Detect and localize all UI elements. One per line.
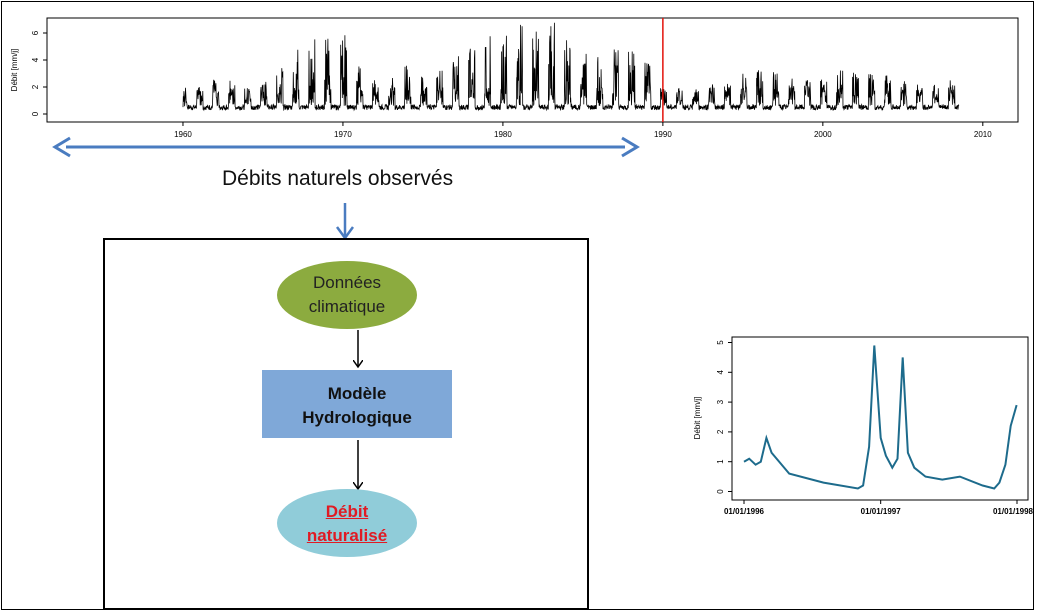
model-flow-box <box>103 238 589 610</box>
zoom-chart-ylabel: Débit [mm/j] <box>693 397 702 440</box>
hydrological-model-line1: Modèle <box>327 384 387 403</box>
zoom-y-tick-label: 0 <box>716 489 725 494</box>
top-chart-series-line <box>182 22 960 112</box>
top-chart-y-axis: 0 2 4 6 <box>31 30 47 116</box>
naturalized-flow-line2: naturalisé <box>306 526 388 545</box>
zoom-y-tick-label: 5 <box>716 340 725 345</box>
hydrological-model-label: Modèle Hydrologique <box>262 382 452 430</box>
zoom-y-tick-label: 3 <box>716 399 725 404</box>
zoom-x-tick-label: 01/01/1998 <box>993 507 1034 516</box>
top-y-tick-label: 4 <box>31 57 40 62</box>
top-y-tick-label: 6 <box>31 30 40 35</box>
hydrological-model-node <box>262 370 452 438</box>
naturalized-flow-label: Débit naturalisé <box>277 500 417 548</box>
zoom-y-tick-label: 2 <box>716 429 725 434</box>
top-chart-x-axis: 1960 1970 1980 1990 2000 2010 <box>174 122 992 139</box>
climate-data-line2: climatique <box>308 297 386 316</box>
zoom-y-tick-label: 1 <box>716 459 725 464</box>
top-y-tick-label: 0 <box>31 111 40 116</box>
zoom-chart-y-axis: 0 1 2 3 4 5 <box>716 340 732 494</box>
top-x-tick-label: 1980 <box>494 130 512 139</box>
top-x-tick-label: 1960 <box>174 130 192 139</box>
naturalized-flow-line1: Débit <box>325 502 369 521</box>
zoom-x-tick-label: 01/01/1997 <box>861 507 902 516</box>
down-arrow <box>335 203 355 241</box>
top-chart-ylabel: Débit [mm/j] <box>10 49 19 92</box>
top-x-tick-label: 2000 <box>814 130 832 139</box>
zoom-chart-x-axis: 01/01/1996 01/01/1997 01/01/1998 <box>724 500 1034 516</box>
zoom-y-tick-label: 4 <box>716 370 725 375</box>
climate-data-node <box>277 261 417 329</box>
top-x-tick-label: 1990 <box>654 130 672 139</box>
top-y-tick-label: 2 <box>31 84 40 89</box>
observed-flows-caption: Débits naturels observés <box>222 167 454 190</box>
hydrological-model-line2: Hydrologique <box>302 408 412 427</box>
top-x-tick-label: 1970 <box>334 130 352 139</box>
top-chart: Débit [mm/j] 0 2 4 6 1960 1970 1980 1990 2000 20… <box>10 17 1019 139</box>
zoom-chart: Débit [mm/j] 0 1 2 3 4 5 01/01/1996 01/01/1997… <box>693 336 1034 516</box>
zoom-x-tick-label: 01/01/1996 <box>724 507 765 516</box>
naturalized-flow-node <box>277 489 417 557</box>
zoom-chart-series-line <box>743 345 1018 490</box>
observed-period-arrow <box>52 136 640 158</box>
climate-data-label: Données climatique <box>277 271 417 319</box>
climate-data-line1: Données <box>312 273 382 292</box>
top-x-tick-label: 2010 <box>974 130 992 139</box>
